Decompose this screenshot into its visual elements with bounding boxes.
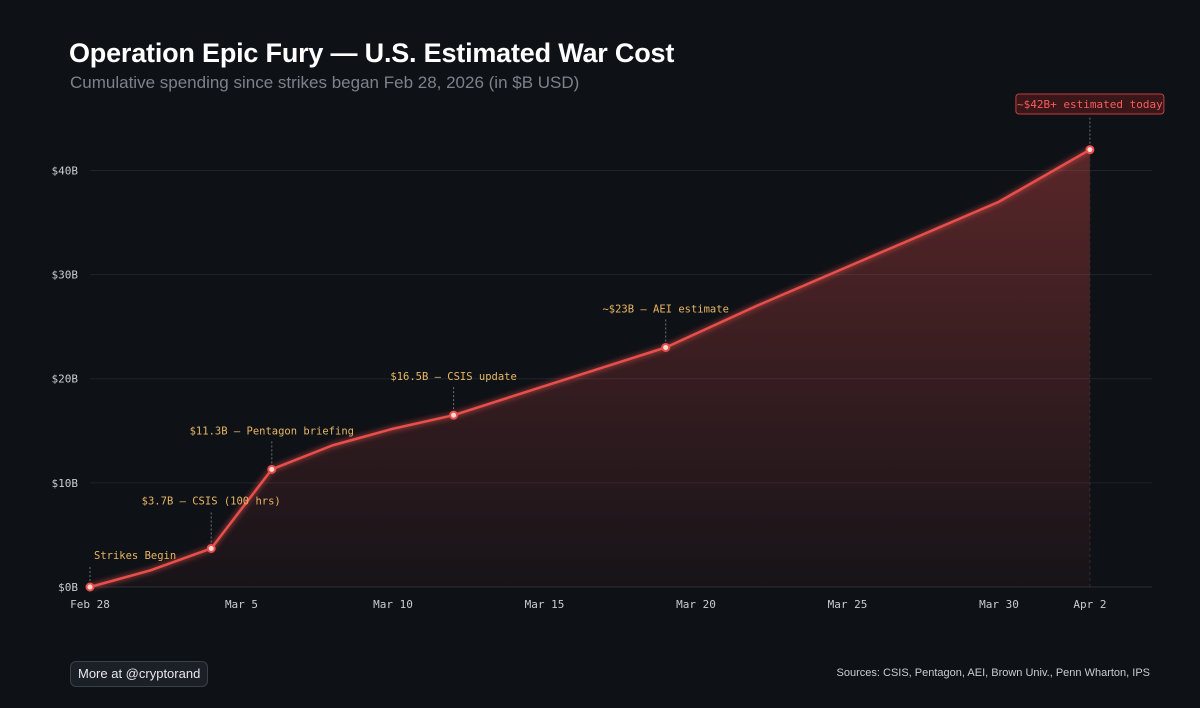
chart-subtitle: Cumulative spending since strikes began … bbox=[70, 73, 580, 92]
annotation-label: Strikes Begin bbox=[94, 550, 176, 562]
today-label: ~$42B+ estimated today bbox=[1017, 98, 1163, 111]
data-point bbox=[661, 343, 671, 352]
annotation-label: ~$23B — AEI estimate bbox=[602, 304, 728, 316]
x-tick-label: Feb 28 bbox=[70, 598, 110, 611]
sources-note: Sources: CSIS, Pentagon, AEI, Brown Univ… bbox=[836, 667, 1150, 679]
cost-area bbox=[90, 149, 1090, 588]
x-tick-label: Mar 10 bbox=[373, 598, 413, 611]
x-tick-label: Mar 15 bbox=[525, 598, 565, 611]
x-tick-label: Mar 20 bbox=[676, 598, 716, 611]
x-tick-label: Mar 25 bbox=[828, 598, 868, 611]
today-point bbox=[1085, 145, 1095, 155]
annotation-label: $16.5B — CSIS update bbox=[390, 371, 516, 383]
data-point bbox=[267, 464, 277, 474]
x-tick-label: Mar 5 bbox=[225, 598, 258, 611]
data-point bbox=[85, 582, 95, 592]
annotation-label: $3.7B — CSIS (100 hrs) bbox=[142, 495, 281, 507]
y-tick-label: $40B bbox=[52, 164, 79, 177]
y-tick-label: $10B bbox=[52, 477, 79, 490]
today-badge bbox=[1015, 93, 1165, 115]
chart-title: Operation Epic Fury — U.S. Estimated War… bbox=[69, 38, 675, 68]
more-link-button[interactable]: More at @cryptorand bbox=[70, 661, 209, 687]
x-tick-label: Mar 30 bbox=[979, 598, 1019, 611]
y-tick-label: $30B bbox=[52, 269, 79, 282]
annotation-label: $11.3B — Pentagon briefing bbox=[190, 425, 354, 437]
y-tick-label: $20B bbox=[52, 373, 79, 386]
data-point bbox=[449, 410, 459, 420]
data-point bbox=[206, 543, 216, 553]
y-tick-label: $0B bbox=[58, 581, 78, 594]
x-tick-label: Apr 2 bbox=[1073, 598, 1106, 611]
